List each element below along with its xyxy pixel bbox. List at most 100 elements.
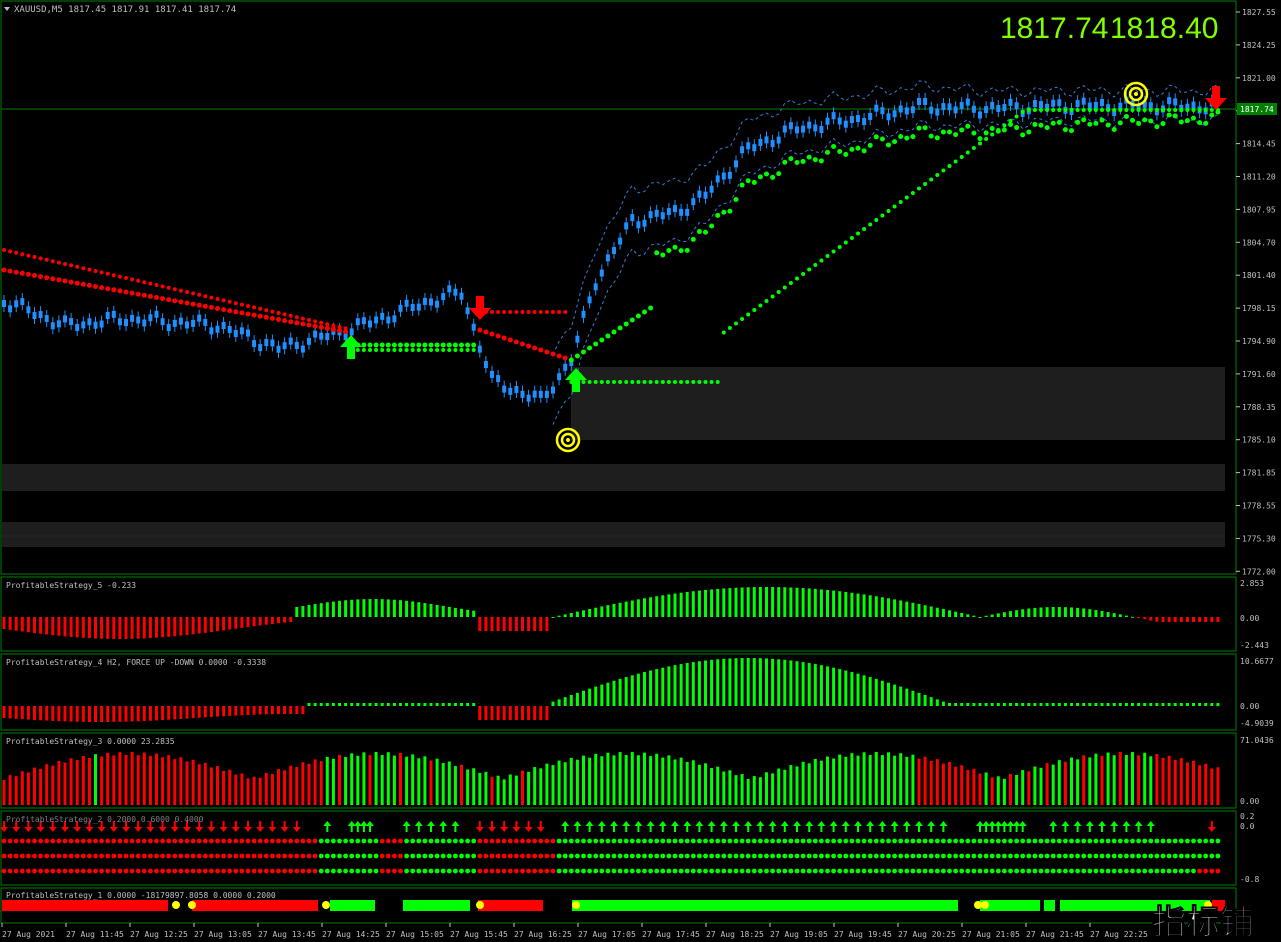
candle-body (715, 175, 720, 183)
histogram-bar (1002, 778, 1006, 805)
histogram-bar (618, 678, 622, 706)
state-dot (68, 853, 74, 859)
histogram-bar (1057, 607, 1061, 617)
candle-body (679, 208, 684, 216)
trend-dot (862, 227, 867, 231)
state-dot (62, 853, 68, 859)
trend-dot (1117, 120, 1123, 126)
trend-dot (246, 304, 250, 308)
candle-body (1112, 109, 1117, 117)
trend-dot (1203, 120, 1209, 126)
candle-body (288, 337, 293, 345)
candle-body (258, 344, 263, 352)
histogram-bar (685, 591, 689, 617)
state-dot (1075, 868, 1080, 874)
trend-dot (629, 317, 635, 323)
state-dot (105, 853, 111, 859)
state-dot (581, 868, 586, 874)
trend-dot-lines (1, 108, 1221, 384)
candle-body (563, 363, 568, 371)
trend-dot (196, 302, 202, 308)
state-dot (703, 838, 708, 844)
histogram-bar (697, 590, 701, 617)
state-dot (867, 853, 873, 859)
trend-dot (898, 133, 904, 139)
state-dot (727, 868, 733, 874)
state-dot (209, 853, 214, 859)
trend-dot (1173, 108, 1178, 112)
trend-dot (886, 142, 891, 148)
mini-sell-arrow-icon (48, 821, 57, 832)
trend-dot (489, 331, 495, 337)
state-dot (1050, 838, 1056, 844)
state-dot (1191, 853, 1196, 859)
state-dot (721, 838, 727, 844)
histogram-bar (435, 703, 439, 706)
mini-buy-arrow-icon (1012, 821, 1021, 832)
histogram-bar (533, 617, 537, 631)
state-dot (215, 853, 220, 859)
candle-body (837, 117, 842, 125)
mini-sell-arrow-icon (146, 821, 155, 832)
histogram-bar (691, 760, 695, 805)
state-dot (562, 868, 568, 874)
candle-body (740, 146, 745, 154)
trend-dot (422, 342, 428, 348)
state-dot (648, 868, 653, 874)
histogram-bar (301, 762, 305, 805)
histogram-bar (57, 617, 61, 636)
symbol-dropdown-icon[interactable] (4, 7, 10, 11)
state-dot (257, 868, 263, 874)
histogram-bar (612, 755, 616, 805)
state-dot (123, 853, 129, 859)
histogram-bar (746, 778, 750, 805)
histogram-bar (203, 762, 207, 805)
trend-dot (1167, 108, 1172, 112)
histogram-bar (923, 695, 927, 706)
state-dot (1215, 838, 1221, 844)
trend-dot (947, 164, 952, 168)
trend-dot (355, 348, 360, 352)
trend-dot (696, 229, 702, 235)
state-dot (605, 838, 611, 844)
histogram-bar (649, 670, 653, 706)
state-dot (648, 838, 653, 844)
state-dot (611, 838, 617, 844)
trend-dot (673, 380, 677, 384)
histogram-bar (51, 706, 55, 721)
state-dot (13, 853, 19, 859)
state-dot (1026, 853, 1032, 859)
trend-dot (538, 347, 544, 353)
state-dot (1056, 868, 1062, 874)
histogram-bar (661, 757, 665, 805)
histogram-bar (844, 756, 848, 805)
histogram-bar (362, 599, 366, 617)
histogram-bar (917, 692, 921, 706)
candle-body (813, 124, 818, 132)
state-dot (160, 868, 166, 874)
state-dot (825, 838, 830, 844)
state-dot (1178, 868, 1184, 874)
state-dot (812, 868, 818, 874)
histogram-bar (527, 771, 531, 805)
state-dot (843, 838, 849, 844)
state-dot (1105, 838, 1111, 844)
state-dot (794, 853, 800, 859)
trend-dot (446, 342, 452, 348)
histogram-bar (1155, 753, 1159, 805)
histogram-bar (380, 703, 384, 706)
histogram-bar (1161, 617, 1165, 622)
histogram-bar (734, 658, 738, 706)
state-dot (331, 868, 336, 874)
trend-dot (928, 133, 934, 139)
trend-dot (1038, 122, 1044, 128)
candle-body (374, 316, 379, 324)
candle-body (1045, 103, 1050, 111)
histogram-bar (972, 768, 976, 805)
state-dot (62, 838, 68, 844)
trend-dot (605, 380, 610, 384)
trend-dot (868, 222, 873, 227)
state-dot (7, 868, 13, 874)
state-dot (1191, 838, 1196, 844)
